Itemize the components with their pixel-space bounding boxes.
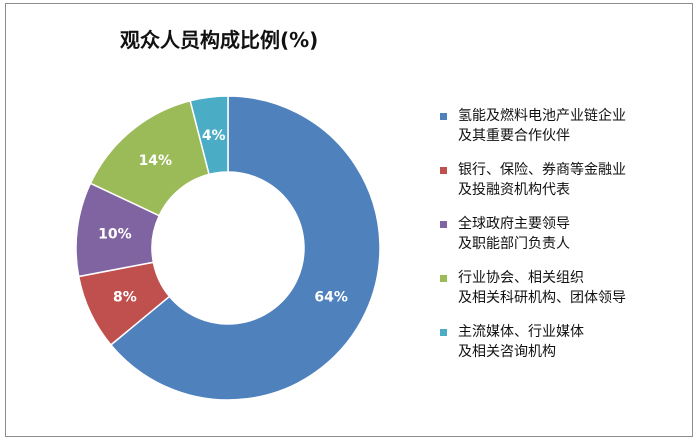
legend-item-government: 全球政府主要领导 及职能部门负责人 [440, 214, 690, 254]
slice-industry-enterprises-label: 64% [314, 290, 348, 306]
slice-media [189, 95, 229, 176]
legend-item-finance: 银行、保险、券商等金融业 及投融资机构代表 [440, 160, 690, 200]
legend-label-line1: 银行、保险、券商等金融业 [458, 162, 626, 178]
legend-label-line2: 及相关咨询机构 [458, 344, 556, 360]
legend-label-line1: 全球政府主要领导 [458, 216, 570, 232]
slice-industry-enterprises [109, 95, 381, 401]
legend: 氢能及燃料电池产业链企业 及其重要合作伙伴 银行、保险、券商等金融业 及投融资机… [440, 106, 690, 376]
legend-item-media: 主流媒体、行业媒体 及相关咨询机构 [440, 322, 690, 362]
legend-swatch [440, 275, 447, 282]
legend-label-line1: 行业协会、相关组织 [458, 270, 584, 286]
legend-swatch [440, 329, 447, 336]
slice-finance-label: 8% [113, 290, 137, 306]
legend-item-associations: 行业协会、相关组织 及相关科研机构、团体领导 [440, 268, 690, 308]
legend-label-line2: 及投融资机构代表 [458, 182, 570, 198]
slice-media-label: 4% [202, 128, 226, 144]
chart-title: 观众人员构成比例(%) [120, 28, 319, 52]
slice-associations-label: 14% [139, 153, 173, 169]
legend-label-line2: 及其重要合作伙伴 [458, 128, 570, 144]
legend-swatch [440, 113, 447, 120]
legend-label-line2: 及职能部门负责人 [458, 236, 570, 252]
legend-label-line2: 及相关科研机构、团体领导 [458, 290, 626, 306]
legend-label-line1: 氢能及燃料电池产业链企业 [458, 108, 626, 124]
legend-label-line1: 主流媒体、行业媒体 [458, 324, 584, 340]
legend-swatch [440, 221, 447, 228]
slice-government-label: 10% [98, 227, 132, 243]
legend-swatch [440, 167, 447, 174]
legend-item-industry-enterprises: 氢能及燃料电池产业链企业 及其重要合作伙伴 [440, 106, 690, 146]
